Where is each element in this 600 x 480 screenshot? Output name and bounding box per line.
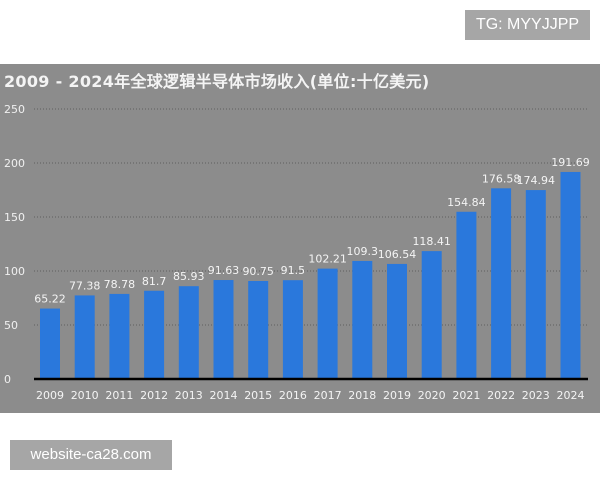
x-tick-label: 2009 [36, 389, 64, 402]
x-tick-label: 2015 [244, 389, 272, 402]
x-tick-label: 2014 [210, 389, 238, 402]
data-label: 81.7 [142, 275, 167, 288]
x-tick-label: 2020 [418, 389, 446, 402]
y-tick-label: 100 [4, 265, 25, 278]
bar [560, 171, 581, 379]
data-label: 118.41 [412, 235, 451, 248]
bar [525, 190, 546, 379]
data-label: 154.84 [447, 196, 486, 209]
data-label: 102.21 [308, 253, 347, 266]
x-tick-label: 2019 [383, 389, 411, 402]
bar [40, 308, 60, 379]
bar [352, 260, 373, 379]
data-label: 176.58 [482, 172, 521, 185]
bar [144, 290, 165, 379]
data-label: 174.94 [517, 174, 556, 187]
bar [213, 280, 234, 379]
bar [248, 280, 269, 379]
y-tick-label: 150 [4, 211, 25, 224]
x-tick-label: 2022 [487, 389, 515, 402]
data-label: 77.38 [69, 279, 101, 292]
y-tick-label: 250 [4, 103, 25, 116]
bar [456, 211, 477, 379]
y-tick-label: 0 [4, 373, 11, 386]
x-tick-label: 2011 [105, 389, 133, 402]
x-tick-label: 2013 [175, 389, 203, 402]
x-tick-label: 2023 [522, 389, 550, 402]
data-label: 65.22 [34, 293, 66, 306]
bar [387, 263, 407, 379]
x-tick-label: 2024 [557, 389, 585, 402]
bar [109, 293, 130, 379]
data-label: 91.5 [281, 264, 306, 277]
bar [178, 286, 199, 379]
watermark-tg: TG: MYYJJPP [465, 10, 590, 40]
data-label: 191.69 [551, 156, 590, 169]
data-label: 78.78 [104, 278, 136, 291]
bar [421, 251, 442, 379]
data-label: 91.63 [208, 264, 240, 277]
x-tick-label: 2012 [140, 389, 168, 402]
y-tick-label: 50 [4, 319, 18, 332]
y-tick-label: 200 [4, 157, 25, 170]
x-tick-label: 2021 [452, 389, 480, 402]
x-tick-label: 2018 [348, 389, 376, 402]
x-tick-label: 2017 [314, 389, 342, 402]
data-label: 90.75 [242, 265, 274, 278]
data-label: 85.93 [173, 270, 205, 283]
data-label: 106.54 [378, 248, 417, 261]
watermark-website: website-ca28.com [10, 440, 172, 470]
x-tick-label: 2010 [71, 389, 99, 402]
bar [74, 295, 95, 379]
chart-title: 2009 - 2024年全球逻辑半导体市场收入(单位:十亿美元) [4, 72, 430, 91]
bar [317, 268, 338, 379]
data-label: 109.3 [347, 245, 379, 258]
x-tick-label: 2016 [279, 389, 307, 402]
bar [491, 188, 512, 379]
bar [282, 280, 303, 379]
